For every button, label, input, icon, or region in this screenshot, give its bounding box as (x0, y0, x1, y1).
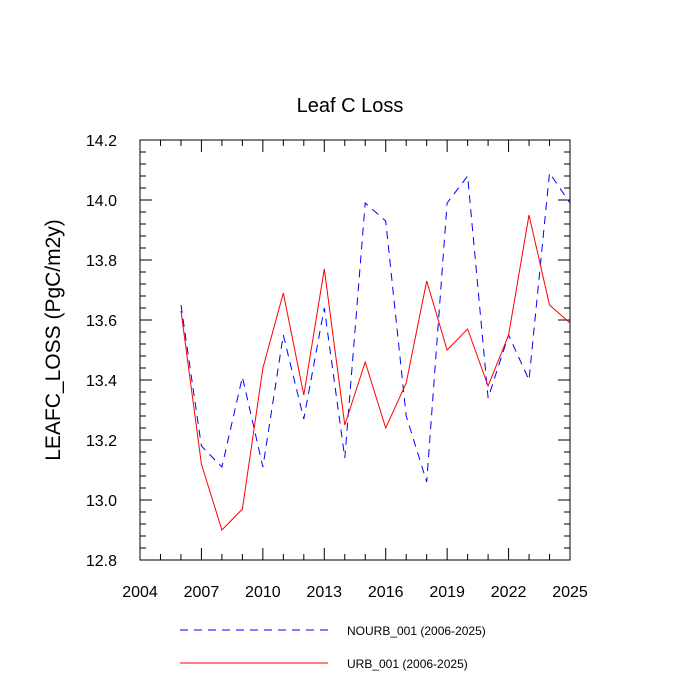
data-series (180, 171, 571, 531)
y-axis-label: LEAFC_LOSS (PgC/m2y) (42, 219, 65, 461)
plot-frame (139, 139, 571, 561)
y-tick-label-7: 14.2 (86, 133, 117, 150)
y-tick-label-1: 13.0 (86, 493, 117, 510)
x-tick-label-2019: 2019 (429, 584, 465, 601)
series-line-urb (180, 214, 571, 531)
x-tick-label-2025: 2025 (552, 584, 588, 601)
x-tick-label-2004: 2004 (122, 584, 158, 601)
x-tick-label-2010: 2010 (245, 584, 281, 601)
legend-label-1: URB_001 (2006-2025) (347, 657, 468, 671)
axis-ticks (139, 139, 571, 561)
y-tick-label-2: 13.2 (86, 433, 117, 450)
legend-label-0: NOURB_001 (2006-2025) (347, 624, 486, 638)
x-tick-label-2007: 2007 (184, 584, 220, 601)
y-tick-label-5: 13.8 (86, 253, 117, 270)
chart-title: Leaf C Loss (297, 95, 404, 117)
y-tick-label-4: 13.6 (86, 313, 117, 330)
x-tick-labels: 2004 2007 2010 2013 2016 2019 2022 2025 (122, 584, 588, 601)
x-tick-label-2013: 2013 (306, 584, 342, 601)
y-tick-label-3: 13.4 (86, 373, 117, 390)
series-line-nourb (180, 171, 571, 483)
y-tick-label-6: 14.0 (86, 193, 117, 210)
y-tick-label-0: 12.8 (86, 553, 117, 570)
x-tick-label-2022: 2022 (491, 584, 527, 601)
y-tick-labels: 12.8 13.0 13.2 13.4 13.6 13.8 14.0 14.2 (86, 133, 117, 570)
legend: NOURB_001 (2006-2025) URB_001 (2006-2025) (180, 624, 486, 671)
x-tick-label-2016: 2016 (368, 584, 404, 601)
